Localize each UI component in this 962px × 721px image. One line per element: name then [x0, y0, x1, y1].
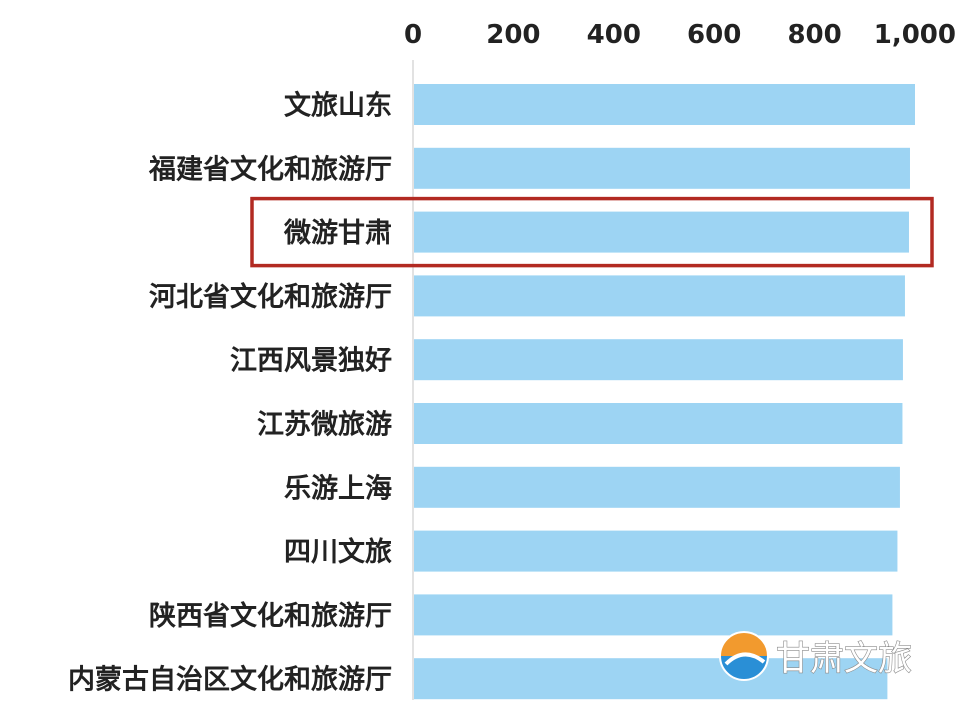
bar: [414, 403, 903, 444]
x-tick-label: 800: [787, 20, 841, 50]
x-tick-label: 1,000: [874, 20, 956, 50]
highlight-box: [250, 196, 934, 268]
category-label: 文旅山东: [284, 90, 392, 122]
bar: [414, 84, 915, 125]
x-tick-label: 600: [687, 20, 741, 50]
bar: [414, 530, 898, 572]
bar: [414, 658, 888, 700]
category-label: 微游甘肃: [283, 218, 392, 249]
category-label: 陕西省文化和旅游厅: [149, 600, 392, 632]
category-label: 内蒙古自治区文化和旅游厅: [68, 664, 392, 696]
x-axis-ticks: 0 200 400 600 800 1,000: [404, 20, 956, 50]
bar: [414, 466, 900, 508]
category-label: 乐游上海: [284, 473, 392, 504]
bar: [414, 211, 909, 253]
bar: [414, 147, 910, 189]
watermark: 甘肃文旅: [719, 631, 913, 681]
category-label: 四川文旅: [284, 536, 392, 568]
category-labels: 文旅山东福建省文化和旅游厅微游甘肃河北省文化和旅游厅江西风景独好江苏微旅游乐游上…: [68, 90, 392, 696]
watermark-text: 甘肃文旅: [776, 639, 912, 679]
category-label: 河北省文化和旅游厅: [149, 281, 392, 313]
category-label: 福建省文化和旅游厅: [148, 153, 392, 185]
gansu-wenlv-logo-icon: [719, 631, 769, 681]
x-tick-label: 200: [486, 20, 540, 50]
x-tick-label: 0: [404, 20, 422, 50]
category-label: 江西风景独好: [230, 346, 392, 377]
x-tick-label: 400: [587, 20, 641, 50]
bars: [414, 84, 915, 700]
bar: [414, 275, 905, 317]
category-label: 江苏微旅游: [257, 409, 392, 441]
bar: [414, 594, 893, 636]
bar: [414, 339, 903, 381]
